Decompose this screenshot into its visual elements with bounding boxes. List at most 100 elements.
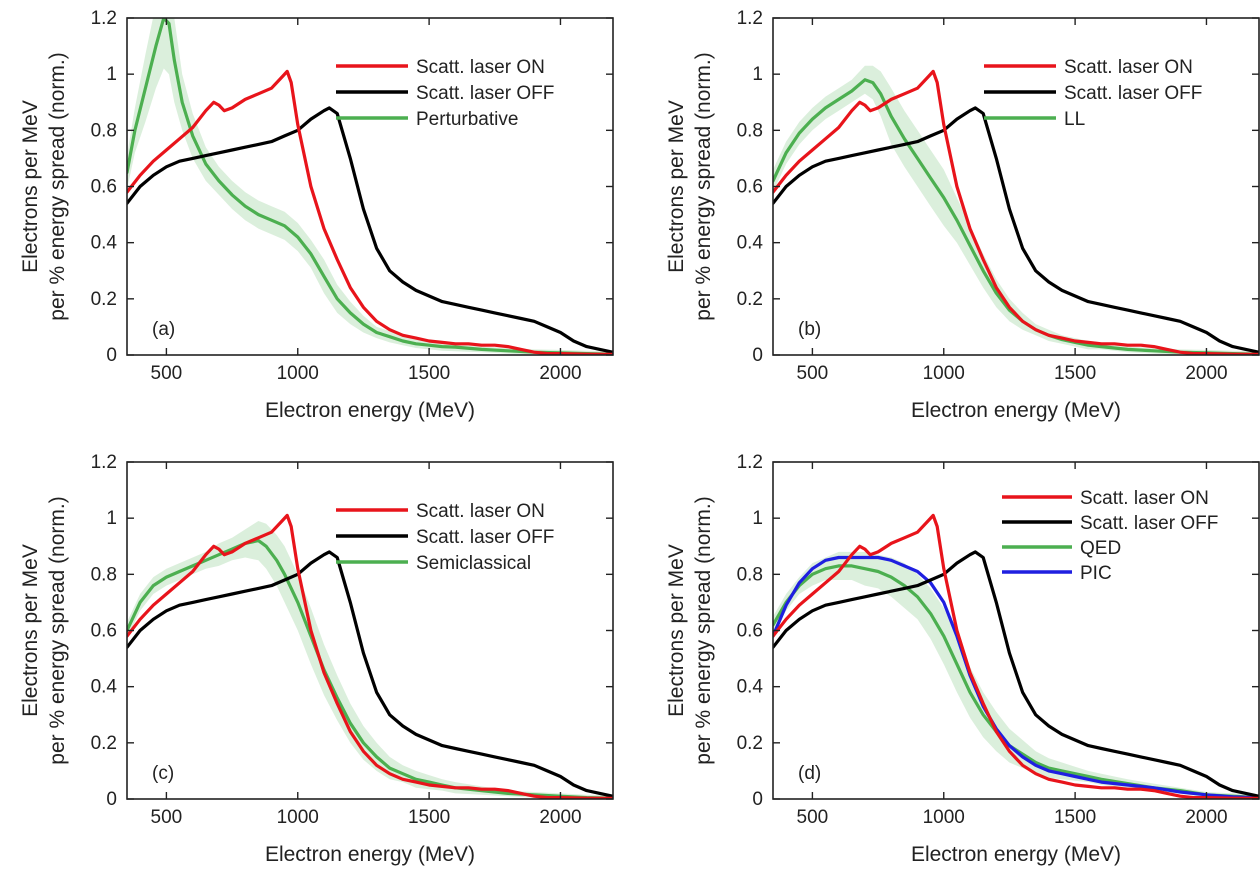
series-line-scatt-laser-on [127,513,613,799]
y-tick-label: 0.2 [91,733,117,754]
plot-area [773,65,1259,355]
panel-label: (a) [152,319,175,340]
legend-label: QED [1080,538,1121,559]
y-axis-label-line-2: per % energy spread (norm.) [46,52,69,320]
y-axis-label-line-1: Electrons per MeV [665,100,688,273]
x-tick-label: 500 [151,807,183,828]
legend-label: Scatt. laser OFF [1064,83,1202,104]
y-tick-label: 0.2 [737,733,763,754]
plot-area [127,513,613,799]
x-tick-label: 500 [797,807,829,828]
y-tick-label: 1 [752,508,763,529]
panel-label: (c) [152,763,174,784]
y-tick-label: 0.8 [737,564,763,585]
legend-label: Scatt. laser ON [1064,57,1193,78]
panel-label: (b) [798,319,821,340]
y-tick-label: 0.4 [737,233,764,254]
y-tick-label: 0 [752,345,763,366]
y-tick-label: 1.2 [737,8,763,29]
x-tick-label: 1500 [1054,363,1096,384]
y-axis-label: Electrons per MeV per % energy spread (no… [19,52,69,320]
y-tick-label: 0.6 [737,177,763,198]
series-line-scatt-laser-off [773,106,1259,354]
x-tick-label: 500 [151,363,183,384]
legend: Scatt. laser ON Scatt. laser OFF LL [984,57,1202,130]
legend-label: Scatt. laser ON [1080,488,1209,509]
x-tick-label: 1000 [923,363,965,384]
x-tick-label: 1000 [277,363,319,384]
panel-label: (d) [798,763,821,784]
legend: Scatt. laser ON Scatt. laser OFF Perturbat… [336,57,554,130]
y-tick-label: 1 [752,64,763,85]
y-tick-label: 0.2 [91,289,117,310]
x-tick-label: 2000 [539,363,581,384]
series-line-scatt-laser-on [127,69,613,355]
x-axis-label: Electron energy (MeV) [265,843,475,866]
y-tick-label: 0 [106,345,117,366]
y-axis-label-line-1: Electrons per MeV [19,100,42,273]
plot-area [127,18,613,355]
series-band-ll [773,65,1259,355]
y-tick-label: 0 [752,789,763,810]
plot-area [773,513,1259,799]
y-tick-label: 0 [106,789,117,810]
y-tick-label: 1.2 [737,452,763,473]
x-tick-label: 2000 [539,807,581,828]
series-line-qed [773,564,1259,799]
legend: Scatt. laser ON Scatt. laser OFF Semiclass… [336,501,554,574]
y-tick-label: 0.4 [737,677,764,698]
x-tick-label: 1500 [408,807,450,828]
x-axis-label: Electron energy (MeV) [911,843,1121,866]
y-tick-label: 0.8 [91,120,117,141]
y-tick-label: 0.6 [91,621,117,642]
legend: Scatt. laser ON Scatt. laser OFF QED PIC [1002,488,1218,584]
legend-label: Scatt. laser OFF [416,83,554,104]
legend-label: LL [1064,109,1085,130]
y-tick-label: 1.2 [91,8,117,29]
series-line-scatt-laser-off [127,106,613,354]
y-axis-label: Electrons per MeV per % energy spread (no… [665,52,715,320]
y-axis-label-line-2: per % energy spread (norm.) [692,52,715,320]
y-tick-label: 0.8 [737,120,763,141]
x-tick-label: 1000 [277,807,319,828]
legend-label: Scatt. laser ON [416,501,545,522]
legend-label: PIC [1080,563,1112,584]
y-axis-label-line-2: per % energy spread (norm.) [46,496,69,764]
y-axis-label-line-1: Electrons per MeV [665,544,688,717]
series-band-semiclassical [127,521,613,799]
y-axis-label-line-2: per % energy spread (norm.) [692,496,715,764]
series-line-scatt-laser-on [773,513,1259,799]
x-axis-label: Electron energy (MeV) [265,399,475,422]
y-tick-label: 0.6 [91,177,117,198]
series-line-perturbative [127,18,613,355]
chart-panel-1: 500 1000 1500 2000 0 0.2 0.4 0.6 0.8 1 1.2 Electron… [19,8,614,422]
y-axis-label: Electrons per MeV per % energy spread (no… [665,496,715,764]
series-line-ll [773,78,1259,355]
x-axis-label: Electron energy (MeV) [911,399,1121,422]
y-tick-label: 0.6 [737,621,763,642]
chart-panel-4: 500 1000 1500 2000 0 0.2 0.4 0.6 0.8 1 1.2 Electron… [665,452,1260,866]
legend-label: Perturbative [416,109,518,130]
series-line-scatt-laser-off [127,550,613,798]
x-tick-label: 2000 [1185,363,1227,384]
series-line-scatt-laser-on [773,69,1259,355]
y-axis-label: Electrons per MeV per % energy spread (no… [19,496,69,764]
legend-label: Semiclassical [416,553,531,574]
x-tick-label: 1500 [1054,807,1096,828]
chart-panel-3: 500 1000 1500 2000 0 0.2 0.4 0.6 0.8 1 1.2 Electron… [19,452,614,866]
y-tick-label: 1 [106,508,117,529]
y-tick-label: 0.4 [91,677,118,698]
legend-label: Scatt. laser OFF [1080,513,1218,534]
legend-label: Scatt. laser OFF [416,527,554,548]
y-tick-label: 1.2 [91,452,117,473]
y-tick-label: 0.8 [91,564,117,585]
panels: 500 1000 1500 200000.20.40.60.811.2Electron… [19,8,1260,866]
y-axis-label-line-1: Electrons per MeV [19,544,42,717]
x-tick-label: 1500 [408,363,450,384]
x-tick-label: 2000 [1185,807,1227,828]
x-tick-label: 500 [797,363,829,384]
y-tick-label: 0.4 [91,233,118,254]
x-tick-label: 1000 [923,807,965,828]
